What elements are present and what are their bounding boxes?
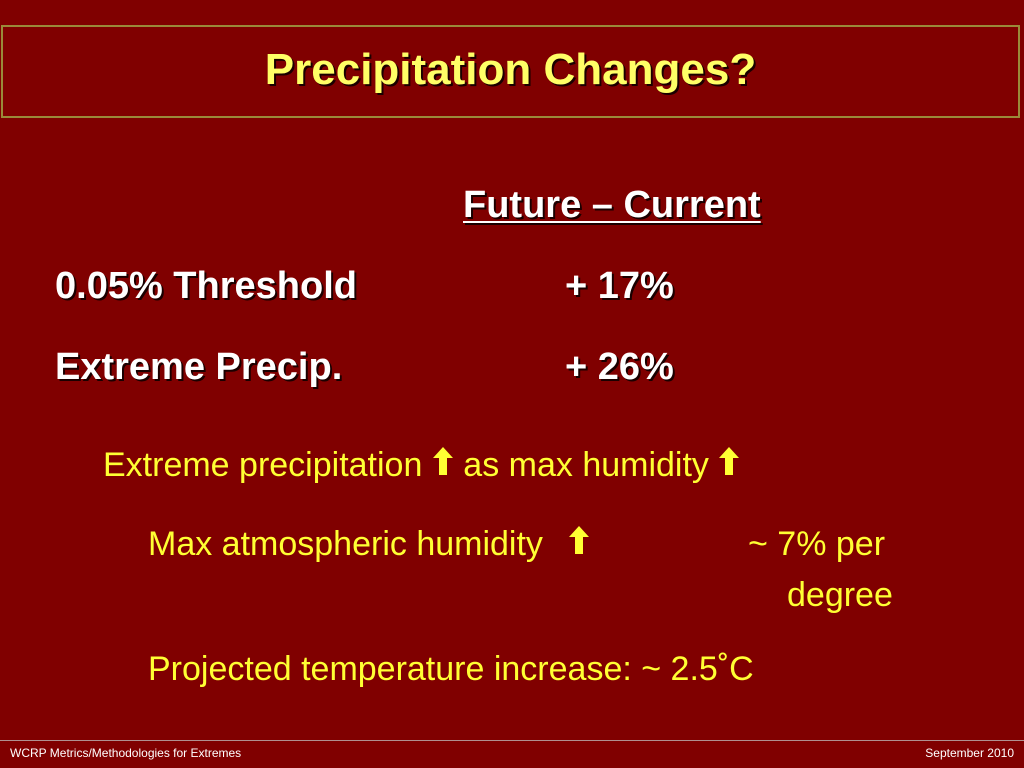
up-arrow-icon [568, 525, 590, 561]
up-arrow-icon [432, 446, 454, 482]
row-value-threshold: + 17% [565, 265, 674, 307]
note-line-1: Extreme precipitation as max humidity [103, 446, 740, 484]
row-value-extreme: + 26% [565, 346, 674, 388]
row-label-threshold: 0.05% Threshold [55, 265, 357, 307]
note-line-2-value: ~ 7% per [748, 525, 886, 563]
footer-right-text: September 2010 [925, 746, 1014, 760]
footer-left-text: WCRP Metrics/Methodologies for Extremes [10, 746, 242, 760]
note-line-2-part-1: Max atmospheric humidity [148, 525, 543, 563]
note-line-2-unit: degree [787, 576, 893, 614]
footer-divider [0, 740, 1024, 741]
slide-title: Precipitation Changes? [264, 44, 757, 94]
note-line-3: Projected temperature increase: ~ 2.5˚C [148, 650, 754, 688]
note-line-1-part-1: Extreme precipitation [103, 446, 423, 484]
title-box: Precipitation Changes? [1, 25, 1020, 118]
row-label-extreme: Extreme Precip. [55, 346, 343, 388]
note-line-1-part-2: as max humidity [463, 446, 709, 484]
up-arrow-icon [718, 446, 740, 482]
column-header: Future – Current [463, 184, 761, 226]
note-line-2: Max atmospheric humidity [148, 525, 590, 563]
